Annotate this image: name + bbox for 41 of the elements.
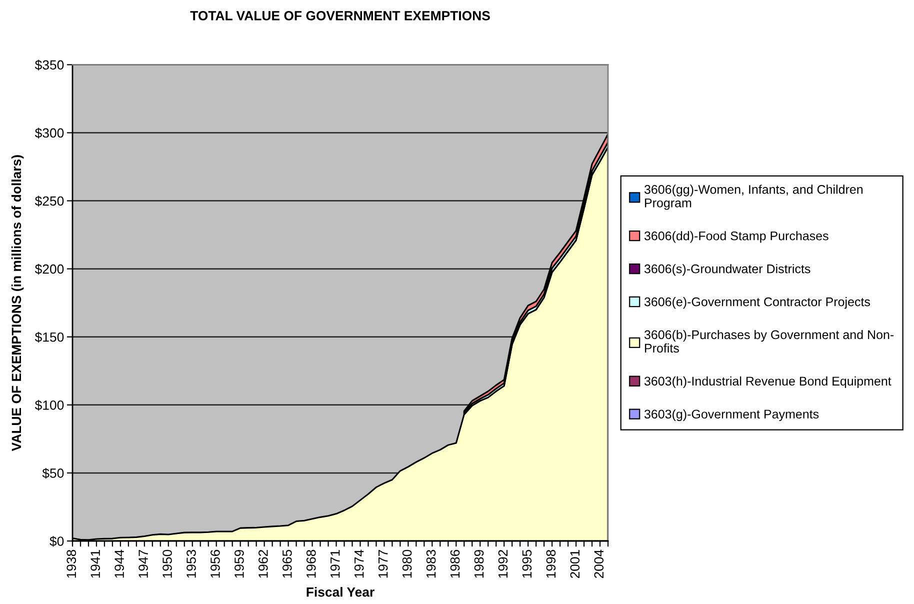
x-tick-label: 1944	[114, 550, 124, 578]
x-tick-label: 1971	[330, 550, 340, 578]
x-tick-label: 1977	[378, 550, 388, 578]
x-axis-title: Fiscal Year	[306, 587, 374, 597]
x-tick-label: 1983	[426, 550, 436, 578]
x-tick-label: 1965	[282, 550, 292, 578]
y-tick-label: $300	[34, 128, 64, 138]
legend-label: 3606(b)-Purchases by Government and Non-Profits	[644, 330, 894, 353]
x-tick-label: 2001	[570, 550, 580, 578]
y-tick-label: $100	[34, 400, 64, 411]
x-tick-label: 1938	[66, 550, 76, 578]
chart-title: TOTAL VALUE OF GOVERNMENT EXEMPTIONS	[190, 11, 490, 20]
legend-label: 3603(g)-Government Payments	[644, 409, 819, 422]
x-tick-label: 1992	[498, 550, 508, 578]
legend-label: 3606(dd)-Food Stamp Purchases	[644, 231, 828, 243]
x-tick-label: 1962	[258, 550, 268, 578]
x-tick-label: 1995	[522, 550, 532, 578]
y-tick-label: $250	[34, 196, 64, 206]
y-axis-title: VALUE OF EXEMPTIONS (in millions of dollars)	[11, 155, 24, 452]
y-tick-label: $0	[50, 536, 64, 547]
legend-label: 3606(s)-Groundwater Districts	[644, 264, 810, 276]
x-tick-label: 1947	[138, 550, 148, 578]
x-tick-label: 1953	[186, 550, 196, 578]
legend-label: 3603(h)-Industrial Revenue Bond Equipment	[644, 376, 892, 388]
x-tick-label: 1959	[234, 550, 244, 578]
y-tick-label: $350	[34, 60, 64, 70]
y-tick-label: $150	[34, 332, 64, 343]
x-tick-label: 1980	[402, 550, 412, 578]
x-tick-label: 1974	[354, 550, 364, 578]
x-tick-label: 1956	[210, 550, 220, 578]
legend-label: 3606(gg)-Women, Infants, and Children Program	[644, 184, 863, 210]
x-tick-label: 1986	[450, 550, 460, 578]
y-tick-label: $50	[42, 468, 64, 479]
x-tick-label: 1950	[162, 550, 172, 578]
x-tick-label: 1941	[90, 550, 100, 578]
y-tick-label: $200	[34, 264, 64, 275]
legend-label: 3606(e)-Government Contractor Projects	[644, 297, 870, 309]
x-tick-label: 1998	[546, 550, 556, 578]
x-tick-label: 1968	[306, 550, 316, 578]
x-tick-label: 2004	[594, 550, 604, 578]
x-tick-label: 1989	[474, 550, 484, 578]
